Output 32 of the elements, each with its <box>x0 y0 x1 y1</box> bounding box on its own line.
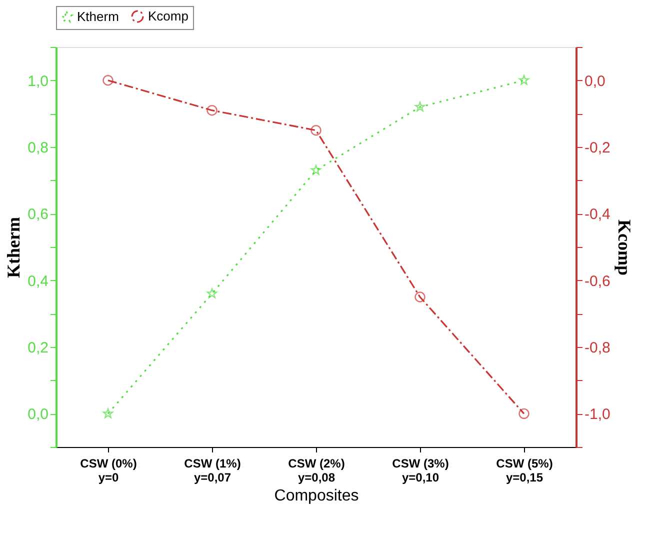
y-tick-label: 0,2 <box>28 340 48 356</box>
y2-tick-label: 0,0 <box>584 72 606 90</box>
y2-axis-title: Kcomp <box>614 220 634 276</box>
point <box>102 408 114 418</box>
y-tick-label: 1,0 <box>28 72 48 90</box>
x-axis-title: Composites <box>274 488 359 504</box>
y-tick-label: 0,6 <box>28 206 48 224</box>
y2-tick-label: -0,2 <box>584 140 610 156</box>
point <box>310 164 322 175</box>
y-tick-label: 0,4 <box>28 272 48 290</box>
x-tick-label: CSW (3%) y=0,10 <box>392 456 449 484</box>
point <box>518 408 530 419</box>
y-axis-title: Ktherm <box>4 217 24 278</box>
point <box>518 74 530 85</box>
point <box>310 125 322 136</box>
y2-tick-label: -0,4 <box>584 206 610 224</box>
x-tick-label: CSW (1%) y=0,07 <box>184 456 241 484</box>
y2-tick-label: -0,8 <box>584 340 610 356</box>
x-tick-label: CSW (5%) y=0,15 <box>496 456 553 484</box>
y2-tick-label: -0,6 <box>584 272 610 290</box>
legend-label: Kcomp <box>148 8 188 24</box>
y2-tick-label: -1,0 <box>584 406 610 424</box>
point <box>414 292 426 302</box>
y-tick-label: 0,8 <box>28 140 48 156</box>
y-tick-label: 0,0 <box>28 406 48 424</box>
point <box>102 75 114 86</box>
x-tick-label: CSW (0%) y=0 <box>80 456 137 484</box>
point <box>206 105 218 116</box>
point <box>206 288 218 298</box>
x-tick-label: CSW (2%) y=0,08 <box>288 456 345 484</box>
point <box>414 102 426 112</box>
legend-label: Ktherm <box>77 9 119 24</box>
